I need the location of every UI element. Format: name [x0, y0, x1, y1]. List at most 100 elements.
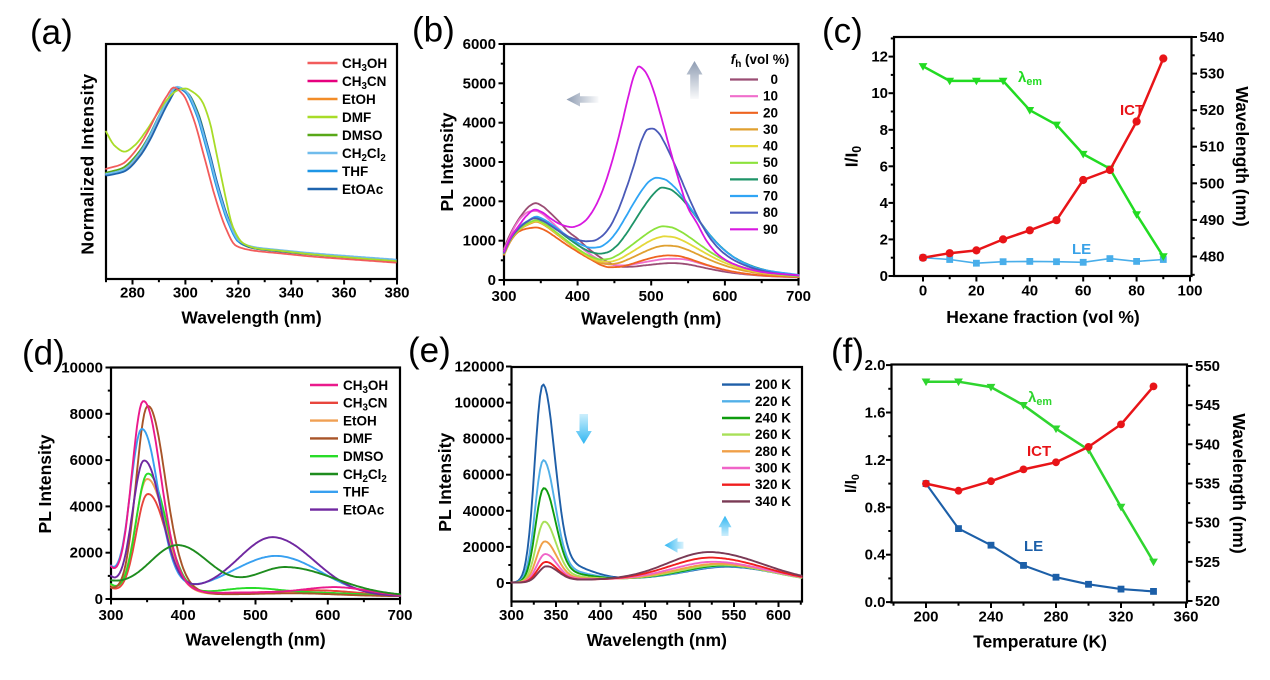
svg-text:EtOH: EtOH — [343, 413, 377, 428]
svg-text:535: 535 — [1195, 476, 1220, 493]
svg-text:320 K: 320 K — [755, 477, 791, 492]
svg-text:4: 4 — [880, 195, 889, 212]
svg-text:CH2​Cl2​: CH2​Cl2​ — [343, 467, 387, 485]
svg-text:350: 350 — [543, 607, 568, 624]
svg-text:(f): (f) — [831, 332, 864, 371]
svg-text:240 K: 240 K — [755, 411, 791, 426]
svg-text:550: 550 — [1195, 358, 1220, 375]
svg-text:0.4: 0.4 — [865, 547, 887, 564]
svg-text:60: 60 — [1075, 283, 1092, 300]
svg-text:0.0: 0.0 — [865, 594, 886, 611]
svg-text:520: 520 — [1195, 593, 1220, 610]
svg-text:0: 0 — [919, 283, 927, 300]
svg-text:540: 540 — [1200, 29, 1225, 46]
svg-text:220 K: 220 K — [755, 394, 791, 409]
svg-text:20: 20 — [968, 283, 985, 300]
svg-text:340 K: 340 K — [755, 494, 791, 509]
svg-text:Wavelength (nm): Wavelength (nm) — [1229, 413, 1249, 553]
svg-text:400: 400 — [171, 607, 196, 624]
svg-text:480: 480 — [1200, 249, 1225, 266]
svg-text:CH3​OH: CH3​OH — [342, 56, 387, 74]
svg-text:THF: THF — [342, 164, 368, 179]
svg-text:490: 490 — [1200, 212, 1225, 229]
svg-text:200: 200 — [913, 609, 938, 626]
svg-text:6000: 6000 — [463, 36, 496, 53]
svg-text:550: 550 — [721, 607, 746, 624]
svg-text:(b): (b) — [412, 11, 455, 50]
svg-text:60000: 60000 — [463, 467, 505, 484]
svg-text:0: 0 — [95, 591, 103, 608]
svg-text:CH2​Cl2​: CH2​Cl2​ — [342, 146, 386, 164]
svg-text:Wavelength (nm): Wavelength (nm) — [1232, 86, 1252, 226]
svg-text:80: 80 — [1128, 283, 1145, 300]
svg-text:280: 280 — [1043, 609, 1068, 626]
svg-text:700: 700 — [387, 607, 412, 624]
svg-text:1.6: 1.6 — [865, 405, 886, 422]
svg-text:1000: 1000 — [463, 233, 496, 250]
svg-text:λem​: λem​ — [1018, 69, 1042, 88]
svg-text:ICT: ICT — [1120, 102, 1144, 119]
svg-text:PL Intensity: PL Intensity — [435, 433, 455, 532]
svg-text:(e): (e) — [408, 331, 451, 370]
svg-text:8000: 8000 — [70, 406, 103, 423]
svg-text:700: 700 — [786, 288, 811, 305]
svg-text:DMSO: DMSO — [343, 449, 384, 464]
svg-text:(d): (d) — [22, 334, 65, 373]
svg-text:120000: 120000 — [454, 359, 504, 376]
svg-text:CH3​CN: CH3​CN — [342, 74, 386, 92]
svg-text:280: 280 — [120, 285, 145, 302]
svg-text:Wavelength (nm): Wavelength (nm) — [181, 308, 321, 328]
svg-text:90: 90 — [763, 222, 778, 237]
svg-text:320: 320 — [1108, 609, 1133, 626]
svg-text:4000: 4000 — [463, 115, 496, 132]
svg-text:400: 400 — [588, 607, 613, 624]
svg-text:4000: 4000 — [70, 498, 103, 515]
svg-text:I/I0: I/I0 — [842, 146, 865, 168]
svg-text:30: 30 — [763, 122, 778, 137]
svg-text:1.2: 1.2 — [865, 452, 886, 469]
svg-text:340: 340 — [279, 285, 304, 302]
svg-text:6: 6 — [880, 158, 888, 175]
svg-text:5000: 5000 — [463, 75, 496, 92]
svg-text:520: 520 — [1200, 102, 1225, 119]
svg-text:THF: THF — [343, 485, 369, 500]
svg-text:500: 500 — [639, 288, 664, 305]
svg-text:500: 500 — [677, 607, 702, 624]
svg-text:80: 80 — [763, 205, 778, 220]
svg-text:40000: 40000 — [463, 503, 505, 520]
svg-text:360: 360 — [332, 285, 357, 302]
svg-text:Wavelength (nm): Wavelength (nm) — [185, 630, 325, 650]
svg-text:Wavelength (nm): Wavelength (nm) — [587, 630, 727, 650]
svg-text:80000: 80000 — [463, 431, 505, 448]
svg-text:EtOH: EtOH — [342, 92, 376, 107]
svg-text:CH3​OH: CH3​OH — [343, 378, 388, 396]
svg-text:(a): (a) — [30, 13, 73, 52]
svg-text:10: 10 — [763, 89, 778, 104]
svg-text:60: 60 — [763, 172, 778, 187]
svg-text:540: 540 — [1195, 436, 1220, 453]
svg-text:EtOAc: EtOAc — [342, 182, 384, 197]
svg-text:I/I0: I/I0 — [843, 474, 862, 493]
svg-text:(c): (c) — [822, 12, 863, 51]
svg-text:LE: LE — [1024, 538, 1043, 555]
svg-text:510: 510 — [1200, 139, 1225, 156]
svg-text:260 K: 260 K — [755, 427, 791, 442]
svg-text:240: 240 — [978, 609, 1003, 626]
svg-text:380: 380 — [384, 285, 409, 302]
svg-text:0: 0 — [488, 272, 496, 289]
svg-text:360: 360 — [1173, 609, 1198, 626]
svg-text:530: 530 — [1195, 515, 1220, 532]
svg-text:8: 8 — [880, 122, 888, 139]
svg-text:280 K: 280 K — [755, 444, 791, 459]
svg-text:600: 600 — [766, 607, 791, 624]
svg-text:Temperature (K): Temperature (K) — [973, 632, 1107, 652]
svg-text:600: 600 — [712, 288, 737, 305]
svg-text:2: 2 — [880, 231, 888, 248]
svg-text:PL Intensity: PL Intensity — [437, 112, 457, 211]
svg-text:40: 40 — [763, 139, 778, 154]
svg-text:300: 300 — [499, 607, 524, 624]
svg-text:525: 525 — [1195, 554, 1220, 571]
svg-text:600: 600 — [315, 607, 340, 624]
svg-text:300: 300 — [98, 607, 123, 624]
svg-text:10: 10 — [871, 85, 888, 102]
